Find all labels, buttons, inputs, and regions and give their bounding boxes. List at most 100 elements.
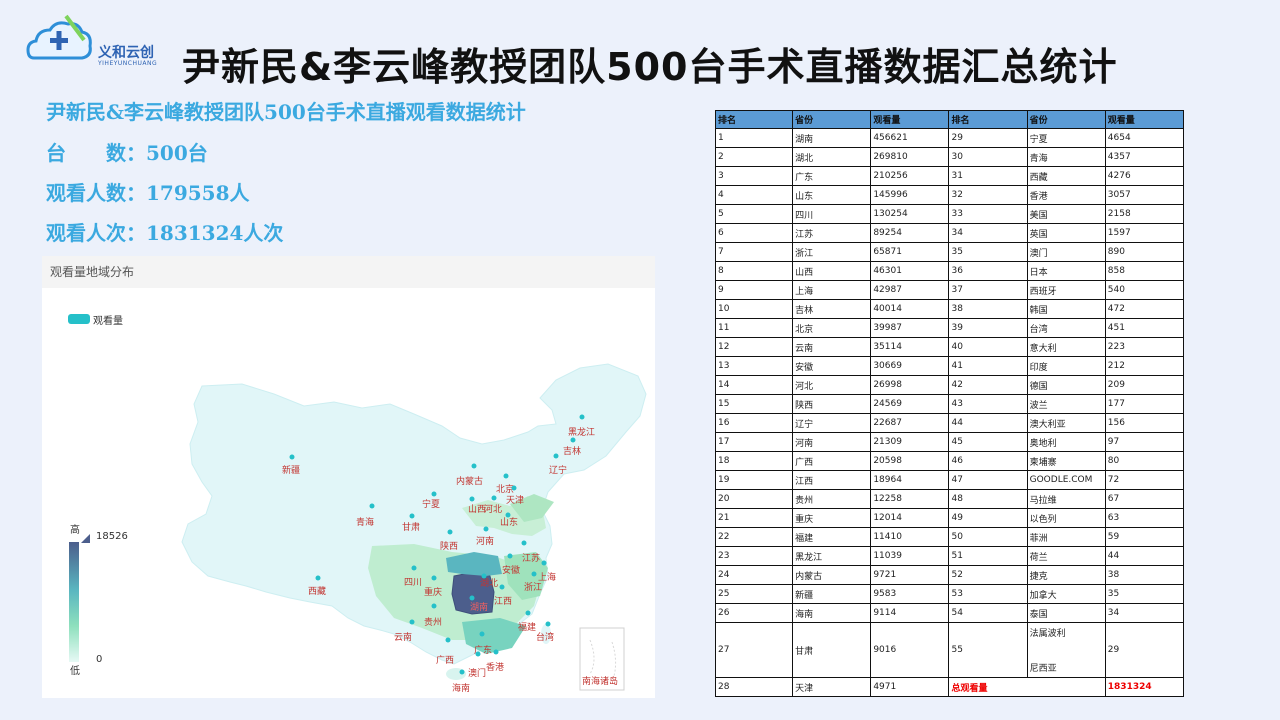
table-cell: 89254	[870, 223, 950, 243]
table-cell: 河北	[792, 375, 872, 395]
table-row: 10 吉林 40014 38 韩国 472	[714, 299, 1185, 319]
table-row: 25 新疆 9583 53 加拿大 35	[714, 584, 1185, 604]
table-cell: 西藏	[1026, 166, 1106, 186]
marker-sichuan	[411, 565, 417, 571]
table-cell: 菲洲	[1026, 527, 1106, 547]
table-cell: 6	[714, 223, 794, 243]
marker-xizang	[315, 575, 321, 581]
table-cell: 吉林	[792, 299, 872, 319]
table-cell: 28	[714, 677, 794, 697]
table-cell: 福建	[792, 527, 872, 547]
legend-label[interactable]: 观看量	[93, 316, 123, 327]
marker-yunnan	[409, 619, 415, 625]
table-cell: 17	[714, 432, 794, 452]
marker-hunan	[469, 595, 475, 601]
table-cell: 宁夏	[1026, 128, 1106, 148]
marker-jiangxi	[499, 584, 505, 590]
marker-anhui	[507, 553, 513, 559]
table-cell: 51	[948, 546, 1028, 566]
table-cell: 20598	[870, 451, 950, 471]
table-cell: 柬埔寨	[1026, 451, 1106, 471]
table-header-row: 排名 省份 观看量 排名 省份 观看量	[714, 110, 1185, 129]
page-title: 尹新民&李云峰教授团队500台手术直播数据汇总统计	[182, 45, 1118, 89]
table-cell: 63	[1104, 508, 1185, 528]
table-cell: 44	[948, 413, 1028, 433]
table-cell: 40	[948, 337, 1028, 357]
china-map: 南海诸岛 黑龙江 吉林 辽宁 内蒙古 北京 天津 河北 山西 宁夏 新疆 青海 …	[181, 363, 647, 694]
table-cell: 2158	[1104, 204, 1185, 224]
table-cell: 山西	[792, 261, 872, 281]
province-markers: 黑龙江 吉林 辽宁 内蒙古 北京 天津 河北 山西 宁夏 新疆 青海 甘肃 陕西…	[282, 414, 595, 694]
label-guizhou: 贵州	[424, 616, 442, 628]
table-cell: 美国	[1026, 204, 1106, 224]
visualmap-low-label: 低	[70, 666, 80, 677]
header-province-2: 省份	[1026, 110, 1106, 129]
table-cell: 18	[714, 451, 794, 471]
visualmap-bar[interactable]	[69, 542, 79, 662]
table-cell: 13	[714, 356, 794, 376]
brand-name: 义和云创	[98, 45, 154, 61]
label-zhejiang: 浙江	[524, 581, 542, 593]
label-hunan: 湖南	[470, 601, 488, 613]
table-cell: 156	[1104, 413, 1185, 433]
table-cell: 西班牙	[1026, 280, 1106, 300]
table-cell: 34	[948, 223, 1028, 243]
marker-taiwan	[545, 621, 551, 627]
marker-shaanxi	[447, 529, 453, 535]
table-row: 20 贵州 12258 48 马拉维 67	[714, 489, 1185, 509]
visualmap-handle-icon[interactable]	[81, 534, 90, 543]
marker-shandong	[505, 512, 511, 518]
south-china-sea-inset	[579, 627, 625, 691]
table-cell: 45	[948, 432, 1028, 452]
table-cell: 540	[1104, 280, 1185, 300]
marker-ningxia	[431, 491, 437, 497]
table-row: 6 江苏 89254 34 英国 1597	[714, 223, 1185, 243]
table-cell: GOODLE.COM	[1026, 470, 1106, 490]
label-beijing: 北京	[496, 483, 514, 495]
marker-heilongjiang	[579, 414, 585, 420]
table-cell: 德国	[1026, 375, 1106, 395]
table-cell: 捷克	[1026, 565, 1106, 585]
table-cell: 陕西	[792, 394, 872, 414]
cell-line: 法属波利	[1029, 629, 1066, 639]
label-shaanxi: 陕西	[440, 540, 458, 552]
table-cell: 加拿大	[1026, 584, 1106, 604]
marker-zhejiang	[531, 571, 537, 577]
table-cell: 1	[714, 128, 794, 148]
table-cell: 65871	[870, 242, 950, 262]
table-row: 2 湖北 269810 30 青海 4357	[714, 147, 1185, 167]
label-gansu: 甘肃	[402, 521, 420, 533]
table-cell: 9	[714, 280, 794, 300]
marker-xianggang	[493, 649, 499, 655]
table-cell: 97	[1104, 432, 1185, 452]
table-cell: 14	[714, 375, 794, 395]
legend-swatch[interactable]	[68, 314, 90, 324]
visualmap-max: 18526	[96, 531, 128, 542]
table-cell: 11039	[870, 546, 950, 566]
table-row: 1 湖南 456621 29 宁夏 4654	[714, 128, 1185, 148]
label-hebei: 河北	[484, 503, 502, 515]
table-row: 11 北京 39987 39 台湾 451	[714, 318, 1185, 338]
label-ningxia: 宁夏	[422, 498, 440, 510]
table-cell: 36	[948, 261, 1028, 281]
table-cell: 波兰	[1026, 394, 1106, 414]
table-cell: 12014	[870, 508, 950, 528]
table-cell: 12258	[870, 489, 950, 509]
table-cell: 江西	[792, 470, 872, 490]
table-cell: 41	[948, 356, 1028, 376]
table-cell: 荷兰	[1026, 546, 1106, 566]
marker-hubei	[481, 573, 487, 579]
table-row: 27 甘肃 9016 55 法属波利 尼西亚 29	[714, 622, 1185, 678]
total-cell: 总观看量	[948, 677, 1106, 697]
table-cell: 35	[1104, 584, 1185, 604]
table-cell: 38	[948, 299, 1028, 319]
table-cell: 15	[714, 394, 794, 414]
table-cell: 43	[948, 394, 1028, 414]
table-cell: 456621	[870, 128, 950, 148]
table-cell: 23	[714, 546, 794, 566]
map-panel-title: 观看量地域分布	[42, 256, 655, 288]
table-cell: 49	[948, 508, 1028, 528]
table-cell: 四川	[792, 204, 872, 224]
table-cell: 新疆	[792, 584, 872, 604]
table-cell: 858	[1104, 261, 1185, 281]
